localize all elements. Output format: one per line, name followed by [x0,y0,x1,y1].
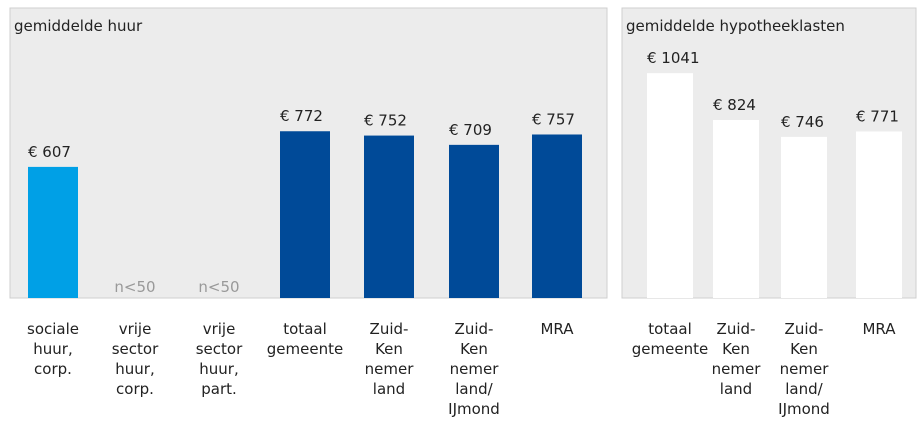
bar [28,166,78,298]
bar [856,131,902,298]
x-tick-label: totaal gemeente [632,320,708,358]
x-tick-label: MRA [540,320,574,338]
chart-title: gemiddelde hypotheeklasten [626,17,845,35]
x-tick-label: sociale huur, corp. [27,320,79,378]
value-label: € 746 [781,113,824,131]
value-label: € 772 [280,107,323,125]
value-label: € 824 [713,96,756,114]
value-label: € 771 [856,107,899,125]
value-label: n<50 [198,278,239,296]
chart-title: gemiddelde huur [14,17,143,35]
bar [713,120,759,299]
x-tick-label: vrije sector huur, corp. [112,320,159,398]
bar [280,131,330,298]
x-tick-label: MRA [862,320,896,338]
value-label: € 752 [364,112,407,130]
x-tick-label: Zuid-Ken nemer land [712,320,762,398]
bar [532,134,582,298]
bar [364,135,414,298]
value-label: € 1041 [647,49,700,67]
x-tick-label: vrije sector huur, part. [196,320,243,398]
bar [647,73,693,298]
x-tick-label: Zuid-Ken nemer land/IJmond [778,320,830,418]
value-label: € 757 [532,110,575,128]
value-label: € 607 [28,143,71,161]
x-tick-label: Zuid-Ken nemer land/IJmond [448,320,500,418]
bar [781,136,827,298]
x-tick-label: totaal gemeente [267,320,343,358]
bar [449,144,499,298]
x-tick-label: Zuid-Ken nemer land [365,320,415,398]
value-label: n<50 [114,278,155,296]
value-label: € 709 [449,121,492,139]
